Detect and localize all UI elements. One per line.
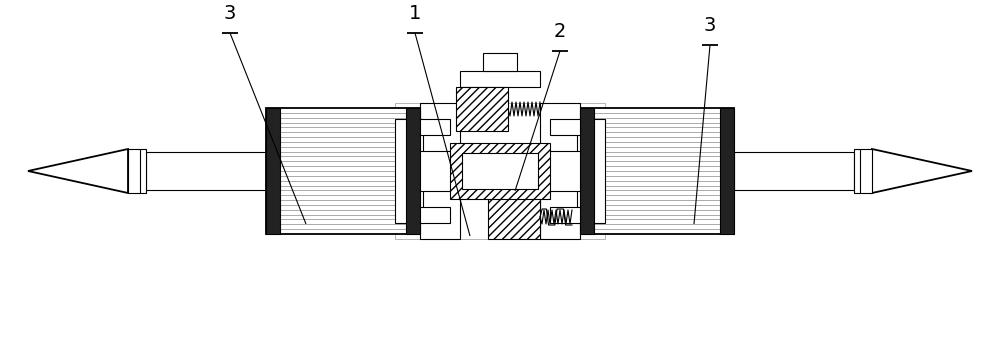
Bar: [266, 108, 420, 234]
Text: 3: 3: [704, 16, 716, 35]
Text: 3: 3: [224, 4, 236, 23]
Bar: [550, 207, 580, 223]
Bar: [462, 153, 538, 189]
Bar: [395, 119, 423, 223]
Bar: [460, 71, 540, 87]
Bar: [128, 149, 146, 193]
Bar: [580, 108, 594, 234]
Bar: [577, 119, 605, 223]
Bar: [146, 152, 266, 190]
Bar: [720, 108, 734, 234]
Bar: [450, 143, 550, 199]
Bar: [540, 103, 580, 239]
Bar: [395, 103, 605, 239]
Bar: [420, 207, 450, 223]
Bar: [420, 103, 460, 239]
Bar: [420, 151, 580, 191]
Bar: [580, 108, 734, 234]
Bar: [483, 53, 517, 71]
Bar: [550, 119, 580, 135]
Polygon shape: [872, 149, 972, 193]
Bar: [420, 119, 450, 135]
Polygon shape: [28, 149, 128, 193]
Text: 2: 2: [554, 22, 566, 41]
Bar: [406, 108, 420, 234]
Bar: [734, 152, 854, 190]
Bar: [266, 108, 280, 234]
Bar: [456, 87, 508, 131]
Bar: [854, 149, 872, 193]
Text: 1: 1: [409, 4, 421, 23]
Bar: [488, 195, 540, 239]
